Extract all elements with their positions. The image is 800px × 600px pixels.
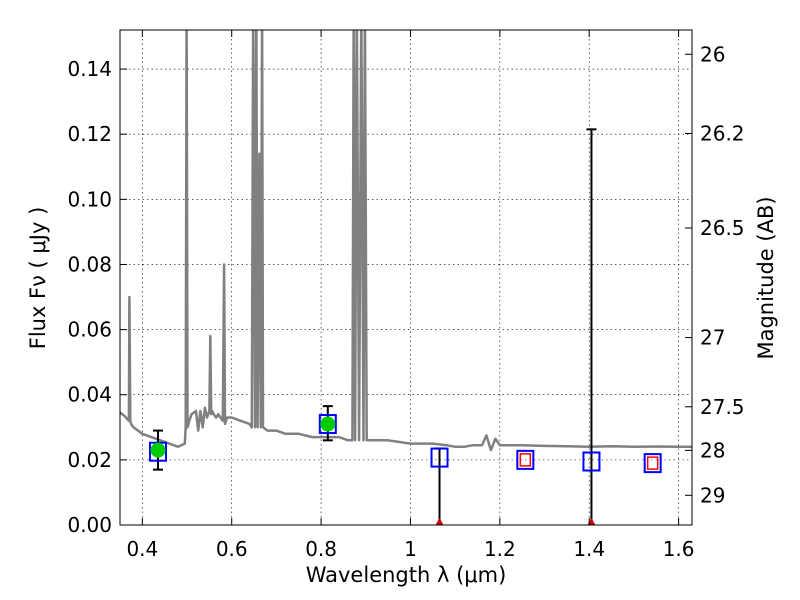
y2-tick-label: 26.2 (700, 121, 745, 145)
y-tick-labels: 0.00 0.02 0.04 0.06 0.08 0.10 0.12 0.14 (67, 57, 112, 537)
model-box (318, 414, 337, 435)
axis-ticks (120, 30, 692, 526)
detection-point (320, 416, 336, 432)
plot-background (120, 30, 692, 525)
x-tick-label: 0.6 (216, 537, 248, 561)
x-tick-labels: 0.4 0.6 0.8 1 1.2 1.4 1.6 (126, 537, 694, 561)
model-box (643, 453, 662, 474)
x-tick-label: 0.8 (305, 537, 337, 561)
y2-tick-label: 26 (700, 42, 725, 66)
model-box (430, 447, 449, 468)
x-tick-label: 1.4 (573, 537, 605, 561)
y-tick-label: 0.10 (67, 187, 112, 211)
y-tick-label: 0.14 (67, 57, 112, 81)
upper-limit-box (519, 453, 532, 467)
grid-lines (120, 30, 692, 526)
y-tick-label: 0.04 (67, 383, 112, 407)
y-tick-label: 0.02 (67, 448, 112, 472)
model-box (516, 449, 535, 470)
x-tick-label: 0.4 (126, 537, 158, 561)
x-axis-label: Wavelength λ (μm) (306, 563, 507, 587)
y2-tick-label: 27.5 (700, 395, 745, 419)
plot-frame (119, 29, 693, 526)
y2-tick-label: 27 (700, 326, 725, 350)
y-tick-label: 0.08 (67, 252, 112, 276)
y2-tick-labels: 26 26.2 26.5 27 27.5 28 29 (700, 42, 745, 507)
x-tick-label: 1.2 (484, 537, 516, 561)
y2-tick-label: 26.5 (700, 216, 745, 240)
spectrum-line (120, 30, 692, 452)
x-tick-label: 1.6 (663, 537, 695, 561)
upper-limit-box (646, 456, 659, 470)
spectrum-layer (120, 30, 692, 452)
y2-tick-label: 29 (700, 483, 725, 507)
y-tick-label: 0.00 (67, 513, 112, 537)
marker-layer (148, 414, 662, 474)
y2-tick-label: 28 (700, 438, 725, 462)
y-tick-label: 0.12 (67, 122, 112, 146)
y2-axis-label: Magnitude (AB) (754, 196, 778, 359)
model-box (582, 451, 601, 472)
limit-arrow (435, 518, 444, 525)
detection-point (150, 442, 166, 458)
errorbar-layer (152, 128, 597, 525)
x-tick-label: 1 (404, 537, 417, 561)
y-axis-label: Flux Fν ( μJy ) (26, 207, 50, 350)
y-tick-label: 0.06 (67, 318, 112, 342)
